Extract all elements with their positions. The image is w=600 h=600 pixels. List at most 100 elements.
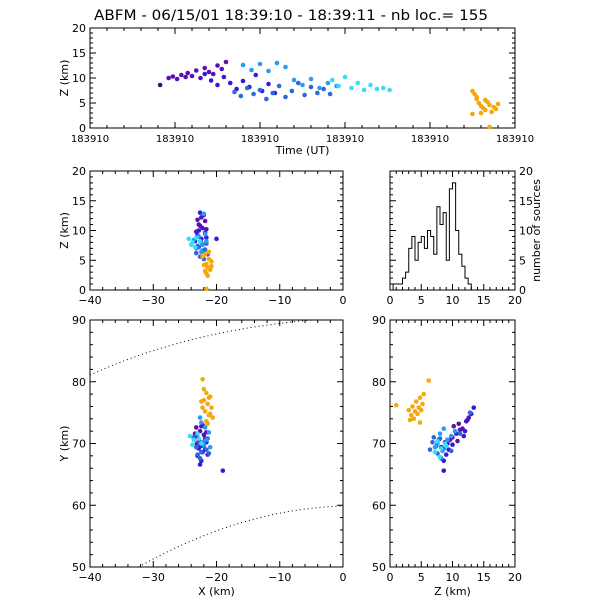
data-point	[461, 433, 467, 439]
data-point	[487, 102, 492, 108]
data-point	[201, 211, 207, 217]
x-tick-label: 183910	[496, 134, 534, 145]
data-point	[185, 70, 191, 76]
data-point	[342, 74, 348, 80]
data-point	[197, 238, 203, 244]
histogram-bar	[415, 260, 418, 290]
x-tick-label: 183910	[241, 134, 279, 145]
y-tick-label: 20	[72, 22, 86, 35]
range-arc	[90, 320, 320, 376]
y-tick-label: 50	[372, 561, 386, 574]
data-point	[327, 91, 333, 97]
data-point	[321, 86, 327, 92]
data-point	[227, 80, 233, 86]
data-point	[415, 411, 420, 417]
data-point	[452, 428, 458, 434]
data-point	[200, 242, 205, 248]
data-point	[295, 80, 301, 86]
data-point	[300, 82, 305, 88]
data-point	[406, 407, 412, 413]
data-point	[308, 84, 314, 90]
data-point	[413, 399, 419, 404]
data-point	[220, 468, 226, 473]
data-point	[206, 451, 212, 456]
histogram-bar	[418, 242, 421, 290]
histogram-bar	[406, 272, 409, 290]
x-tick-label: 183910	[411, 134, 449, 145]
data-point	[199, 420, 204, 425]
histogram-bar	[453, 183, 456, 290]
panel-time_height: 183910 183910 183910 183910 183910 1839100510…	[58, 22, 534, 157]
data-point	[187, 433, 193, 439]
plot-panels: 183910 183910 183910 183910 183910 1839100510…	[58, 22, 543, 598]
x-tick-label: −40	[78, 571, 101, 584]
y-axis-label: Y (km)	[58, 426, 71, 463]
histogram-bar	[403, 278, 406, 290]
panel-x_z: −40 −30 −20 −10 0 0 5 10 15 20 Z (km)	[58, 165, 347, 307]
data-point	[206, 430, 212, 435]
data-point	[200, 254, 205, 259]
data-point	[420, 401, 425, 407]
data-point	[411, 416, 417, 422]
data-point	[193, 444, 199, 450]
data-point	[467, 410, 473, 415]
data-point	[421, 391, 427, 397]
panel-x_y: −40 −30 −20 −10 0 50 60 70 80 90 X (km) Y (km)	[58, 314, 347, 598]
data-point	[462, 428, 468, 434]
data-point	[487, 124, 492, 130]
data-point	[443, 443, 449, 449]
data-point	[174, 76, 180, 82]
histogram-bar	[424, 248, 427, 290]
data-point	[407, 417, 413, 423]
data-point	[223, 59, 229, 65]
x-tick-label: 0	[340, 294, 347, 307]
data-point	[206, 249, 212, 255]
data-point	[270, 90, 276, 96]
data-point	[361, 87, 367, 93]
histogram-bar	[462, 266, 465, 290]
data-point	[204, 238, 209, 244]
y-tick-label: 0	[79, 284, 86, 297]
y-axis-label: number of sources	[530, 179, 543, 282]
data-point	[205, 401, 210, 407]
data-point	[244, 85, 250, 91]
histogram-bar	[459, 254, 462, 290]
y-tick-label: 20	[519, 165, 533, 178]
data-point	[431, 435, 437, 440]
data-point	[191, 437, 197, 443]
data-point	[266, 81, 271, 87]
data-point	[317, 85, 322, 91]
data-point	[193, 425, 199, 430]
data-point	[432, 444, 438, 450]
data-point	[195, 431, 200, 436]
data-point	[183, 74, 188, 80]
data-point	[202, 425, 208, 430]
data-point	[437, 431, 443, 436]
data-point	[208, 78, 214, 83]
data-point	[197, 456, 203, 461]
y-tick-label: 5	[79, 97, 86, 110]
data-point	[199, 441, 204, 446]
data-point	[438, 446, 444, 451]
y-tick-label: 0	[79, 122, 86, 135]
data-point	[240, 62, 246, 68]
data-point	[179, 72, 184, 78]
data-point	[283, 94, 288, 100]
data-point	[198, 75, 203, 81]
data-point	[199, 249, 204, 255]
y-axis-label: Z (km)	[58, 60, 71, 97]
data-point	[197, 415, 203, 420]
data-point	[374, 86, 380, 92]
data-point	[209, 405, 214, 410]
data-point	[204, 286, 209, 292]
x-tick-label: 20	[508, 571, 522, 584]
data-point	[417, 420, 423, 425]
x-tick-label: −30	[142, 571, 165, 584]
data-point	[349, 85, 354, 91]
data-point	[291, 77, 297, 83]
data-point	[157, 82, 163, 88]
data-point	[251, 91, 256, 97]
data-point	[206, 395, 212, 401]
x-tick-label: −10	[268, 571, 291, 584]
data-point	[207, 267, 213, 273]
